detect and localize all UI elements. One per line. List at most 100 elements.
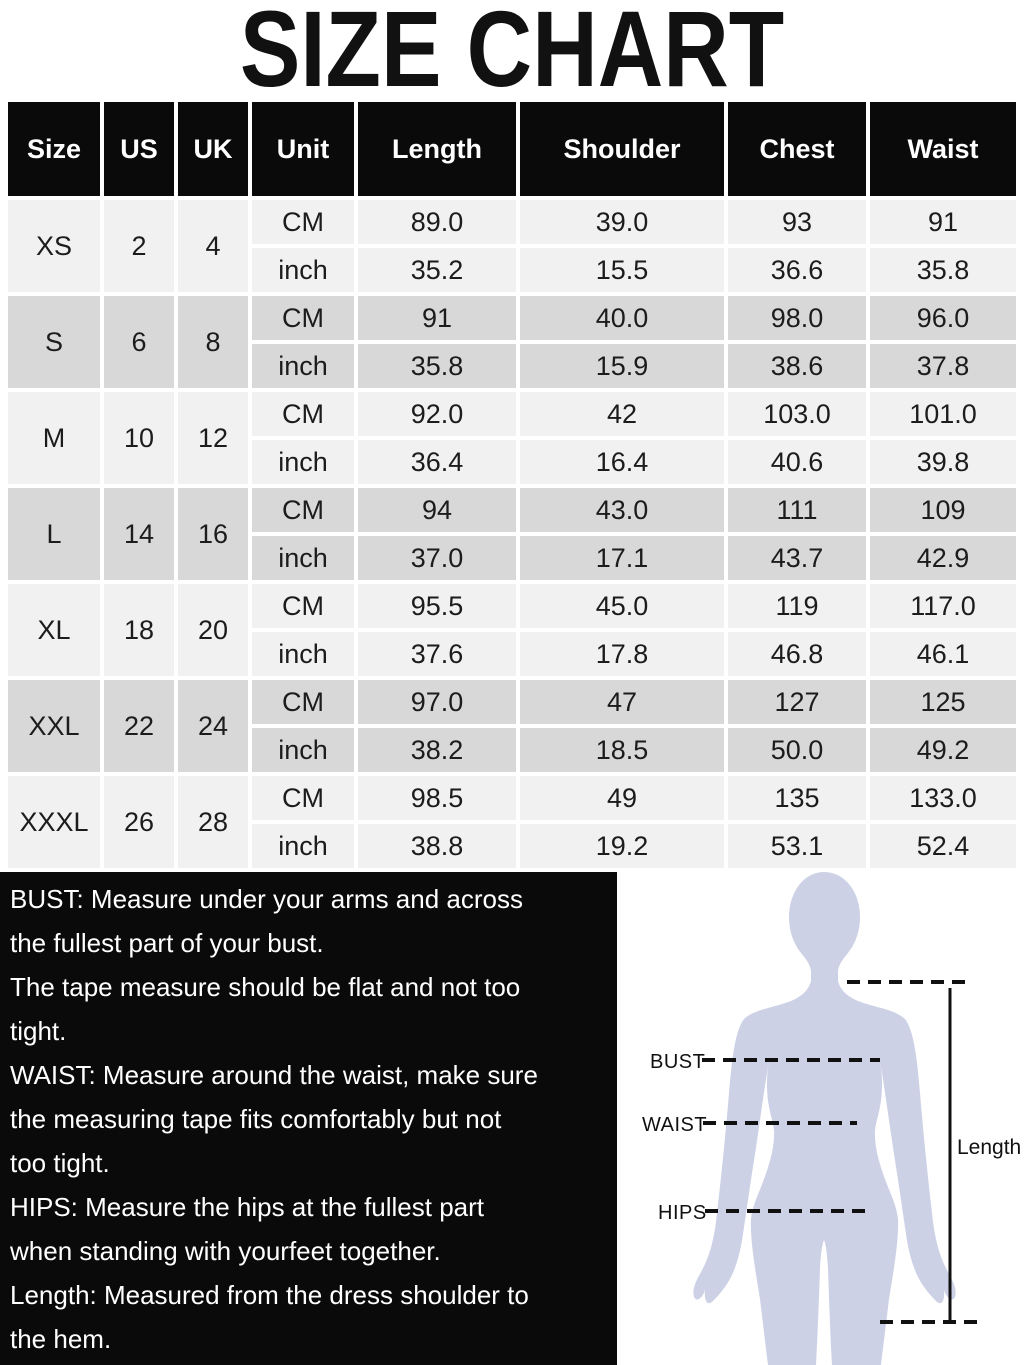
size-table: Size US UK Unit Length Shoulder Chest Waist XS 2… — [4, 98, 1020, 872]
value-cell: 43.7 — [728, 536, 866, 580]
size-cell: XXXL — [8, 776, 100, 868]
instruction-line: Length: Measured from the dress shoulder… — [10, 1280, 529, 1310]
unit-cell: CM — [252, 200, 354, 244]
hips-label: HIPS — [658, 1202, 707, 1224]
size-row-xxl-inch: inch 38.2 18.5 50.0 49.2 — [8, 728, 1016, 772]
value-cell: 125 — [870, 680, 1016, 724]
us-cell: 2 — [104, 200, 174, 292]
us-cell: 6 — [104, 296, 174, 388]
value-cell: 35.8 — [870, 248, 1016, 292]
value-cell: 43.0 — [520, 488, 724, 532]
value-cell: 42.9 — [870, 536, 1016, 580]
uk-cell: 12 — [178, 392, 248, 484]
value-cell: 98.0 — [728, 296, 866, 340]
size-row-xl-inch: inch 37.6 17.8 46.8 46.1 — [8, 632, 1016, 676]
value-cell: 117.0 — [870, 584, 1016, 628]
unit-cell: CM — [252, 776, 354, 820]
instruction-line: when standing with yourfeet together. — [10, 1236, 441, 1266]
bottom-section: BUST: Measure under your arms and across… — [0, 872, 1024, 1365]
instruction-line: BUST: Measure under your arms and across — [10, 884, 523, 914]
size-cell: S — [8, 296, 100, 388]
instruction-line: The tape measure should be flat and not … — [10, 972, 521, 1002]
unit-cell: CM — [252, 584, 354, 628]
value-cell: 38.2 — [358, 728, 516, 772]
instruction-line: tight. — [10, 1016, 67, 1046]
size-row-xl-cm: XL 18 20 CM 95.5 45.0 119 117.0 — [8, 584, 1016, 676]
value-cell: 37.6 — [358, 632, 516, 676]
us-cell: 26 — [104, 776, 174, 868]
uk-cell: 24 — [178, 680, 248, 772]
us-cell: 22 — [104, 680, 174, 772]
value-cell: 38.8 — [358, 824, 516, 868]
value-cell: 97.0 — [358, 680, 516, 724]
size-row-l-inch: inch 37.0 17.1 43.7 42.9 — [8, 536, 1016, 580]
size-row-xxxl-cm: XXXL 26 28 CM 98.5 49 135 133.0 — [8, 776, 1016, 868]
value-cell: 89.0 — [358, 200, 516, 244]
unit-cell: inch — [252, 536, 354, 580]
value-cell: 103.0 — [728, 392, 866, 436]
value-cell: 19.2 — [520, 824, 724, 868]
instruction-line: the fullest part of your bust. — [10, 928, 324, 958]
title-band: SIZE CHART — [0, 0, 1024, 103]
value-cell: 47 — [520, 680, 724, 724]
size-row-s-inch: inch 35.8 15.9 38.6 37.8 — [8, 344, 1016, 388]
uk-cell: 28 — [178, 776, 248, 868]
value-cell: 119 — [728, 584, 866, 628]
value-cell: 15.9 — [520, 344, 724, 388]
unit-cell: inch — [252, 824, 354, 868]
value-cell: 93 — [728, 200, 866, 244]
size-row-xxxl-inch: inch 38.8 19.2 53.1 52.4 — [8, 824, 1016, 868]
uk-cell: 16 — [178, 488, 248, 580]
value-cell: 46.1 — [870, 632, 1016, 676]
value-cell: 18.5 — [520, 728, 724, 772]
value-cell: 36.6 — [728, 248, 866, 292]
value-cell: 96.0 — [870, 296, 1016, 340]
us-cell: 10 — [104, 392, 174, 484]
column-header-uk: UK — [178, 102, 248, 196]
value-cell: 133.0 — [870, 776, 1016, 820]
instruction-line: too tight. — [10, 1148, 110, 1178]
unit-cell: CM — [252, 296, 354, 340]
length-label: Length — [957, 1136, 1021, 1159]
instruction-line: HIPS: Measure the hips at the fullest pa… — [10, 1192, 485, 1222]
body-silhouette — [693, 872, 956, 1365]
value-cell: 109 — [870, 488, 1016, 532]
unit-cell: inch — [252, 728, 354, 772]
value-cell: 53.1 — [728, 824, 866, 868]
value-cell: 94 — [358, 488, 516, 532]
column-header-length: Length — [358, 102, 516, 196]
column-header-shoulder: Shoulder — [520, 102, 724, 196]
value-cell: 91 — [358, 296, 516, 340]
us-cell: 14 — [104, 488, 174, 580]
size-row-l-cm: L 14 16 CM 94 43.0 111 109 — [8, 488, 1016, 580]
size-row-s-cm: S 6 8 CM 91 40.0 98.0 96.0 — [8, 296, 1016, 388]
value-cell: 42 — [520, 392, 724, 436]
value-cell: 36.4 — [358, 440, 516, 484]
unit-cell: inch — [252, 248, 354, 292]
value-cell: 35.2 — [358, 248, 516, 292]
body-figure-diagram: BUST WAIST HIPS Length — [642, 872, 1021, 1365]
instruction-line: the hem. — [10, 1324, 112, 1354]
instruction-line: the measuring tape fits comfortably but … — [10, 1104, 502, 1134]
value-cell: 40.0 — [520, 296, 724, 340]
size-table-body: XS 2 4 CM 89.0 39.0 93 91 inch 35.2 15.5 36.6 35.8 S 6… — [8, 200, 1016, 868]
size-row-m-cm: M 10 12 CM 92.0 42 103.0 101.0 — [8, 392, 1016, 484]
value-cell: 39.8 — [870, 440, 1016, 484]
unit-cell: inch — [252, 344, 354, 388]
value-cell: 95.5 — [358, 584, 516, 628]
size-cell: XXL — [8, 680, 100, 772]
uk-cell: 4 — [178, 200, 248, 292]
column-header-unit: Unit — [252, 102, 354, 196]
uk-cell: 20 — [178, 584, 248, 676]
table-header-row: Size US UK Unit Length Shoulder Chest Waist — [8, 102, 1016, 196]
unit-cell: CM — [252, 488, 354, 532]
value-cell: 38.6 — [728, 344, 866, 388]
value-cell: 16.4 — [520, 440, 724, 484]
value-cell: 127 — [728, 680, 866, 724]
column-header-waist: Waist — [870, 102, 1016, 196]
value-cell: 46.8 — [728, 632, 866, 676]
value-cell: 37.8 — [870, 344, 1016, 388]
value-cell: 52.4 — [870, 824, 1016, 868]
column-header-chest: Chest — [728, 102, 866, 196]
value-cell: 37.0 — [358, 536, 516, 580]
